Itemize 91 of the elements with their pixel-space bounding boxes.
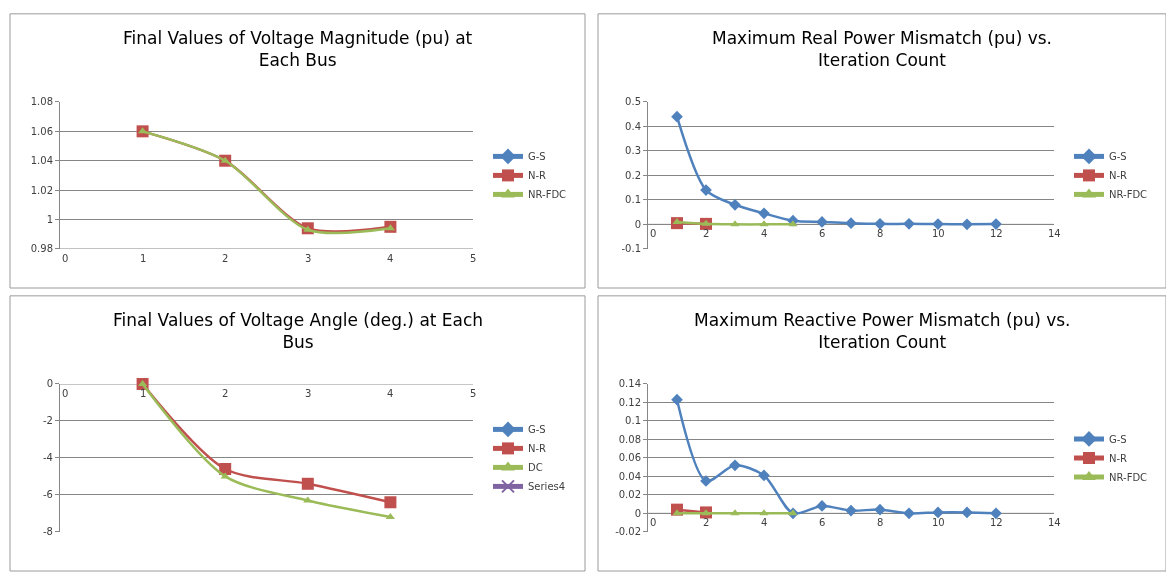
x-tick-label: 10 [932,228,945,239]
y-tick-label: 0.02 [618,489,641,501]
chart-title: Maximum Real Power Mismatch (pu) vs. Iteration Count [712,28,1052,71]
y-tick-label: 0.4 [625,120,641,132]
y-tick-label: 0.5 [625,96,641,108]
legend-label: G-S [1109,433,1127,445]
legend-label: NR-FDC [1109,471,1148,483]
point [729,198,741,211]
chart-title: Final Values of Voltage Angle (deg.) at Each Bus [113,310,484,353]
legend-label: G-S [528,424,546,436]
y-tick-label: 1.04 [30,155,53,167]
point [301,477,314,490]
y-tick-label: -2 [43,415,53,427]
point [758,207,770,220]
y-tick-label: 0 [634,507,641,519]
x-tick-label: 4 [387,388,394,399]
x-tick-label: 1 [140,253,147,264]
y-tick-label: 0.98 [30,243,53,255]
x-tick-label: 12 [990,517,1003,528]
point [758,469,770,482]
x-tick-label: 6 [819,228,826,239]
y-tick-label: -0.02 [615,526,641,538]
legend-label: Series4 [528,481,566,493]
y-tick-label: -8 [43,526,53,538]
y-tick-label: 1.08 [30,96,53,108]
legend-label: NR-FDC [528,189,567,201]
x-tick-label: 0 [650,517,657,528]
y-tick-label: 0.12 [618,396,641,408]
point [220,156,230,163]
point [672,217,682,224]
point [903,507,915,520]
legend-label: G-S [528,151,546,163]
point [671,110,683,123]
y-tick-label: 0.08 [618,433,641,445]
legend-label: G-S [1109,151,1127,163]
y-tick-label: 0.1 [625,415,641,427]
legend-label: N-R [1109,452,1128,464]
x-tick-label: 4 [761,517,768,528]
y-tick-label: -6 [43,489,53,501]
x-tick-label: 12 [990,228,1003,239]
point [961,506,973,519]
x-tick-label: 5 [470,253,477,264]
y-tick-label: -0.1 [621,243,641,255]
y-tick-label: 1 [46,213,53,225]
legend-label: N-R [528,443,547,455]
y-tick-label: 0 [46,378,53,390]
x-tick-label: 2 [222,253,229,264]
legend-label: DC [528,462,543,474]
point [671,393,683,406]
point [729,459,741,472]
x-tick-label: 2 [222,388,229,399]
x-tick-label: 0 [62,253,69,264]
y-tick-label: 0 [634,218,641,230]
point [961,218,973,231]
y-tick-label: 0.14 [618,378,641,390]
point [874,218,886,230]
x-tick-label: 3 [305,388,312,399]
x-tick-label: 0 [650,228,657,239]
x-tick-label: 14 [1048,228,1061,239]
x-tick-label: 0 [62,388,69,399]
point [903,218,915,230]
point [932,506,944,519]
legend-label: N-R [1109,170,1128,182]
x-tick-label: 4 [761,228,768,239]
y-tick-label: 1.02 [30,184,53,196]
x-tick-label: 4 [387,253,394,264]
y-tick-label: 0.2 [625,169,641,181]
x-tick-label: 6 [819,517,826,528]
x-tick-label: 2 [703,517,710,528]
x-tick-label: 5 [470,388,477,399]
y-tick-label: 0.04 [618,470,641,482]
x-tick-label: 2 [703,228,710,239]
legend-label: N-R [528,170,547,182]
y-tick-label: 0.06 [618,452,641,464]
point [845,504,857,517]
y-tick-label: 1.06 [30,125,53,137]
x-tick-label: 8 [877,517,884,528]
point [701,219,711,226]
x-tick-label: 1 [140,388,147,399]
y-tick-label: 0.1 [625,194,641,206]
x-tick-label: 8 [877,228,884,239]
x-tick-label: 3 [305,253,312,264]
legend-label: NR-FDC [1109,189,1148,201]
point [384,496,397,509]
y-tick-label: -4 [43,452,53,464]
y-tick-label: 0.3 [625,145,641,157]
point [874,503,886,516]
chart-title: Final Values of Voltage Magnitude (pu) at Each Bus [123,28,473,71]
chart-title: Maximum Reactive Power Mismatch (pu) vs. Iteration Count [694,310,1071,353]
x-tick-label: 14 [1048,517,1061,528]
x-tick-label: 10 [932,517,945,528]
